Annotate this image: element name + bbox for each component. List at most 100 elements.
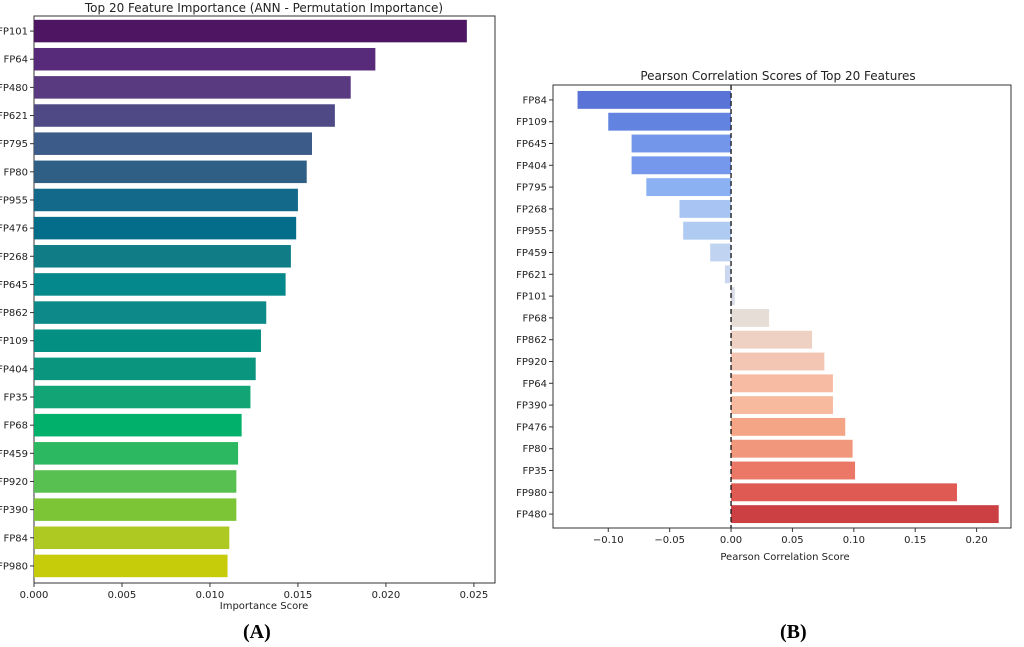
bar-fp862	[34, 301, 267, 324]
bar-fp68	[34, 413, 242, 437]
chart-b-plot-frame	[552, 84, 1012, 529]
ytick-label: FP84	[3, 533, 28, 544]
xtick-label: −0.05	[654, 535, 685, 546]
ytick-label: FP101	[0, 27, 28, 38]
ytick-label: FP68	[3, 421, 28, 432]
bar-fp268	[679, 199, 732, 218]
bar-fp476	[731, 417, 846, 436]
bar-fp862	[731, 330, 813, 349]
ytick-label: FP480	[516, 510, 547, 521]
xtick-label: 0.025	[460, 590, 489, 601]
ytick-label: FP920	[0, 477, 28, 488]
chart-b-bars	[577, 90, 999, 524]
ytick-label: FP64	[3, 55, 28, 66]
chart-a-xticks: 0.000 0.005 0.010 0.015 0.020 0.025	[20, 583, 489, 601]
bar-fp84	[577, 90, 732, 109]
bar-fp64	[34, 47, 376, 71]
xtick-label: 0.015	[284, 590, 313, 601]
xtick-label: 0.00	[720, 535, 742, 546]
ytick-label: FP621	[0, 111, 28, 122]
bar-fp109	[34, 329, 261, 352]
bar-fp795	[34, 132, 313, 155]
bar-fp109	[608, 112, 732, 131]
bar-fp84	[34, 526, 230, 550]
ytick-label: FP862	[0, 308, 28, 319]
panel-label-b: (B)	[780, 621, 807, 643]
ytick-label: FP795	[0, 139, 28, 150]
bar-fp795	[646, 178, 732, 197]
chart-b: Pearson Correlation Scores of Top 20 Fea…	[516, 69, 1012, 563]
ytick-label: FP404	[0, 364, 28, 375]
chart-a-title: Top 20 Feature Importance (ANN - Permuta…	[84, 1, 443, 15]
ytick-label: FP645	[516, 139, 547, 150]
xtick-label: 0.05	[781, 535, 803, 546]
ytick-label: FP862	[516, 335, 547, 346]
bar-fp480	[34, 76, 351, 99]
ytick-label: FP109	[0, 336, 28, 347]
ytick-label: FP268	[516, 204, 547, 215]
xtick-label: 0.010	[196, 590, 225, 601]
xtick-label: 0.10	[843, 535, 865, 546]
xtick-label: 0.15	[904, 535, 926, 546]
ytick-label: FP35	[522, 466, 547, 477]
bar-fp621	[724, 265, 732, 284]
chart-a-bars	[34, 19, 467, 578]
chart-b-xlabel: Pearson Correlation Score	[720, 552, 849, 563]
bar-fp35	[34, 385, 251, 409]
bar-fp35	[731, 461, 856, 480]
bar-fp920	[34, 470, 237, 493]
ytick-label: FP955	[516, 226, 547, 237]
ytick-label: FP476	[0, 224, 28, 235]
bar-fp459	[34, 442, 239, 465]
bar-fp955	[683, 221, 732, 240]
bar-fp645	[34, 273, 286, 296]
ytick-label: FP268	[0, 252, 28, 263]
ytick-label: FP390	[516, 401, 547, 412]
xtick-label: 0.20	[965, 535, 987, 546]
bar-fp390	[731, 396, 833, 415]
chart-a-xlabel: Importance Score	[220, 601, 309, 612]
ytick-label: FP80	[3, 167, 28, 178]
xtick-label: −0.10	[593, 535, 624, 546]
ytick-label: FP459	[0, 449, 28, 460]
xtick-label: 0.000	[20, 590, 49, 601]
bar-fp68	[731, 308, 770, 327]
chart-b-title: Pearson Correlation Scores of Top 20 Fea…	[640, 69, 915, 83]
bar-fp101	[34, 19, 467, 43]
bar-fp621	[34, 104, 335, 127]
bar-fp404	[631, 156, 732, 175]
chart-a-plot-frame	[33, 15, 496, 584]
bar-fp476	[34, 216, 297, 240]
bar-fp645	[631, 134, 732, 153]
xtick-label: 0.020	[372, 590, 401, 601]
ytick-label: FP980	[0, 561, 28, 572]
bar-fp480	[731, 505, 999, 524]
bar-fp64	[731, 374, 833, 393]
ytick-label: FP109	[516, 117, 547, 128]
chart-b-ytick-labels: FP84 FP109 FP645 FP404 FP795 FP268 FP955 FP459 F…	[516, 95, 553, 521]
ytick-label: FP80	[522, 444, 547, 455]
bar-fp80	[34, 160, 307, 184]
bar-fp404	[34, 357, 256, 381]
ytick-label: FP795	[516, 183, 547, 194]
ytick-label: FP390	[0, 505, 28, 516]
ytick-label: FP101	[516, 292, 547, 303]
ytick-label: FP920	[516, 357, 547, 368]
bar-fp390	[34, 498, 237, 521]
ytick-label: FP621	[516, 270, 547, 281]
ytick-label: FP459	[516, 248, 547, 259]
ytick-label: FP980	[516, 488, 547, 499]
bar-fp980	[34, 554, 228, 578]
xtick-label: 0.005	[108, 590, 137, 601]
ytick-label: FP955	[0, 195, 28, 206]
bar-fp459	[710, 243, 732, 262]
ytick-label: FP404	[516, 161, 547, 172]
ytick-label: FP480	[0, 83, 28, 94]
bar-fp920	[731, 352, 825, 371]
ytick-label: FP84	[522, 95, 547, 106]
chart-a-ytick-labels: FP101 FP64 FP480 FP621 FP795 FP80 FP955 FP476 FP…	[0, 27, 34, 572]
bar-fp80	[731, 439, 853, 458]
chart-a: Top 20 Feature Importance (ANN - Permuta…	[0, 1, 496, 612]
ytick-label: FP35	[3, 393, 28, 404]
